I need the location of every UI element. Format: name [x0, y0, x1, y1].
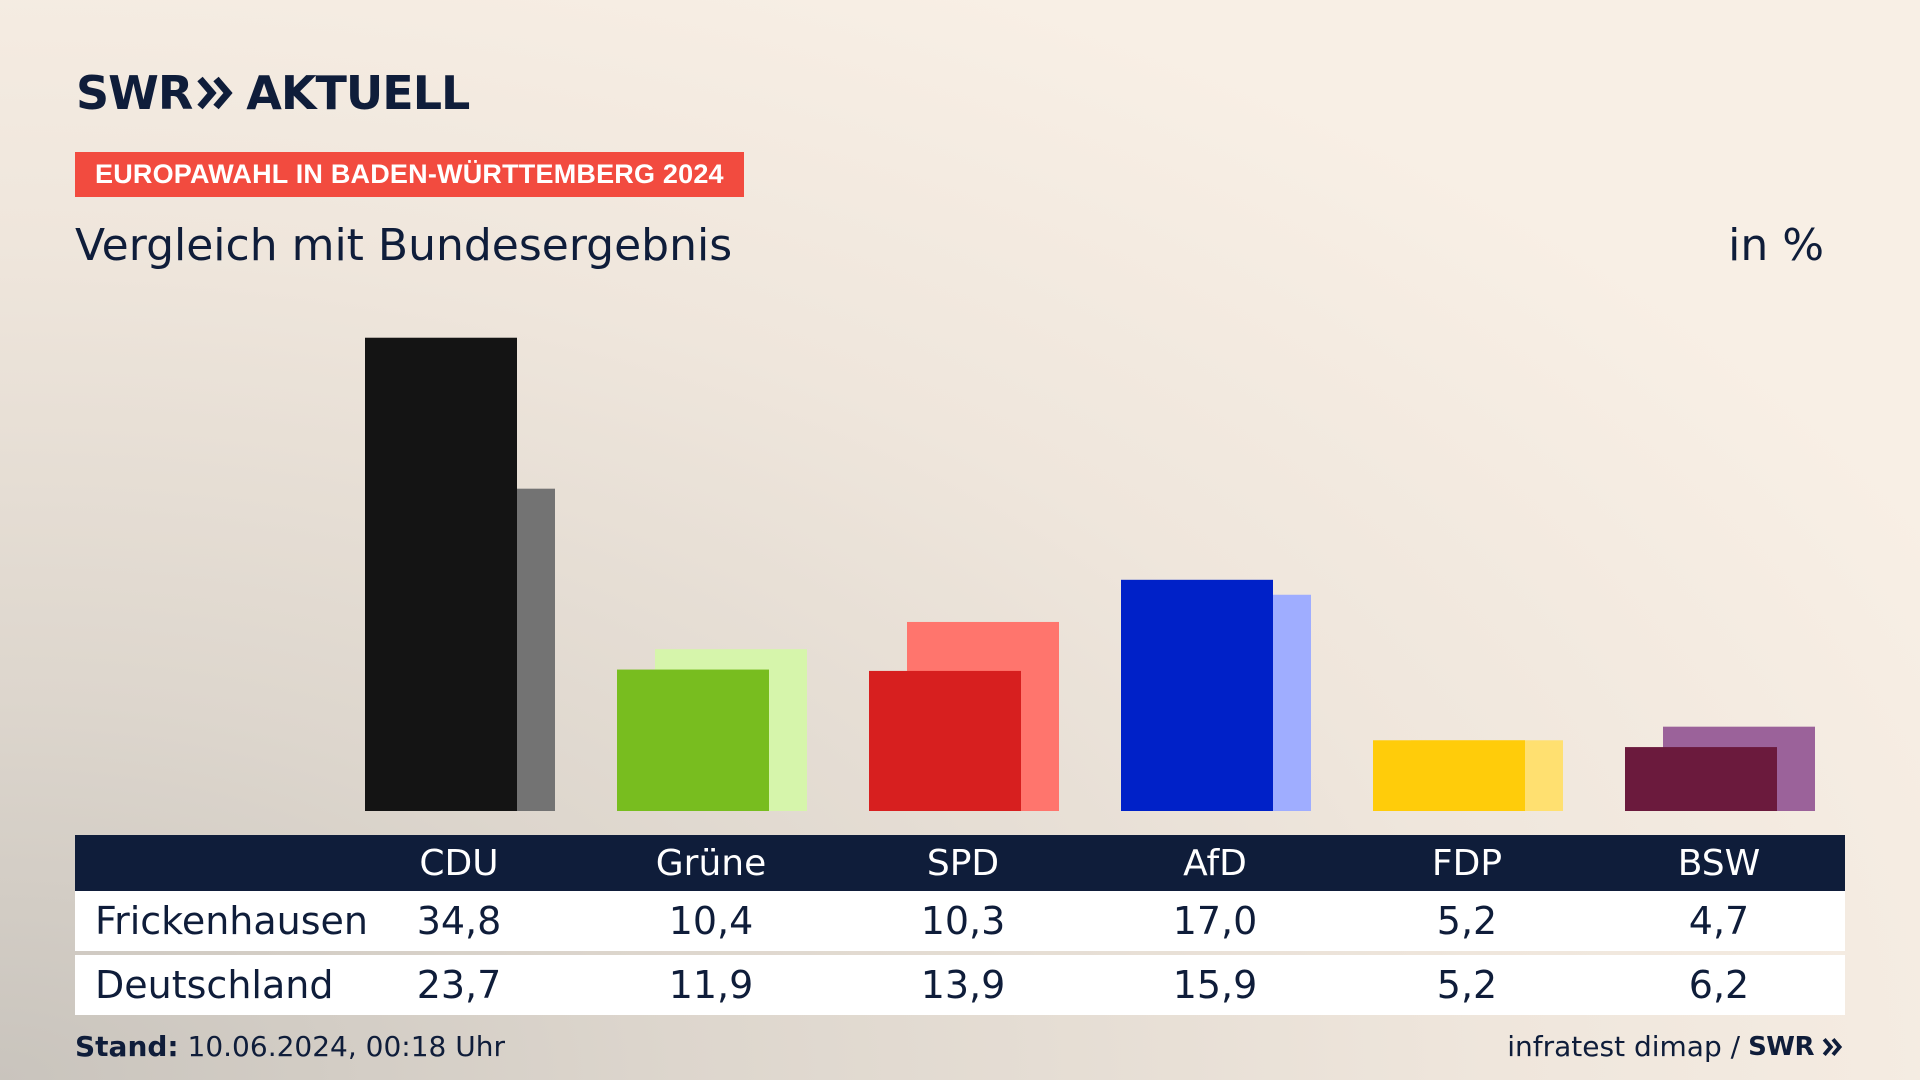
value-frickenhausen-grüne: 10,4: [668, 899, 754, 943]
row-label: Frickenhausen: [95, 899, 368, 943]
bar-frickenhausen-bsw: [1625, 747, 1777, 811]
value-deutschland-fdp: 5,2: [1436, 963, 1498, 1007]
header-cell-bsw: BSW: [1677, 842, 1761, 884]
row-label: Deutschland: [95, 963, 334, 1007]
header-cell-grüne: Grüne: [655, 842, 767, 884]
unit-label: in %: [1728, 220, 1824, 271]
double-chevron-icon: [197, 76, 233, 110]
value-frickenhausen-cdu: 34,8: [416, 899, 502, 943]
value-deutschland-bsw: 6,2: [1688, 963, 1750, 1007]
double-chevron-icon: [1822, 1037, 1843, 1056]
source-credit: infratest dimap / SWR: [1507, 1030, 1844, 1063]
header-cell-fdp: FDP: [1431, 842, 1503, 884]
election-badge: EUROPAWAHL IN BADEN-WÜRTTEMBERG 2024: [75, 152, 744, 197]
bar-frickenhausen-cdu: [365, 337, 517, 811]
header-cell-spd: SPD: [926, 842, 1000, 884]
stand-label: Stand:: [75, 1030, 179, 1063]
value-deutschland-grüne: 11,9: [668, 963, 754, 1007]
value-deutschland-spd: 13,9: [920, 963, 1006, 1007]
value-frickenhausen-bsw: 4,7: [1688, 899, 1750, 943]
results-table: CDU Grüne SPD AfD FDP BSW Frickenhausen 34,8 1…: [75, 835, 1845, 1015]
bar-frickenhausen-spd: [869, 670, 1021, 811]
logo-name: AKTUELL: [246, 66, 470, 120]
value-frickenhausen-afd: 17,0: [1172, 899, 1258, 943]
header-cell-cdu: CDU: [419, 842, 499, 884]
table-row-frickenhausen: Frickenhausen 34,8 10,4 10,3 17,0 5,2 4,7: [75, 891, 1845, 951]
bar-frickenhausen-grüne: [617, 669, 769, 811]
bar-chart: [365, 337, 1815, 811]
bar-frickenhausen-fdp: [1373, 740, 1525, 811]
value-deutschland-afd: 15,9: [1172, 963, 1258, 1007]
source-brand: SWR: [1748, 1031, 1814, 1062]
timestamp: Stand: 10.06.2024, 00:18 Uhr: [75, 1030, 505, 1063]
value-frickenhausen-spd: 10,3: [920, 899, 1006, 943]
table-row-deutschland: Deutschland 23,7 11,9 13,9 15,9 5,2 6,2: [75, 955, 1845, 1015]
value-frickenhausen-fdp: 5,2: [1436, 899, 1498, 943]
chart-subtitle: Vergleich mit Bundesergebnis: [75, 220, 733, 271]
value-deutschland-cdu: 23,7: [416, 963, 502, 1007]
header-cell-afd: AfD: [1183, 842, 1247, 884]
source-text: infratest dimap /: [1507, 1030, 1741, 1063]
stand-value: 10.06.2024, 00:18 Uhr: [187, 1030, 505, 1063]
table-header-row: CDU Grüne SPD AfD FDP BSW: [75, 835, 1845, 891]
swr-aktuell-logo: SWR AKTUELL: [76, 66, 470, 120]
logo-brand: SWR: [76, 66, 193, 120]
bar-frickenhausen-afd: [1121, 579, 1273, 811]
